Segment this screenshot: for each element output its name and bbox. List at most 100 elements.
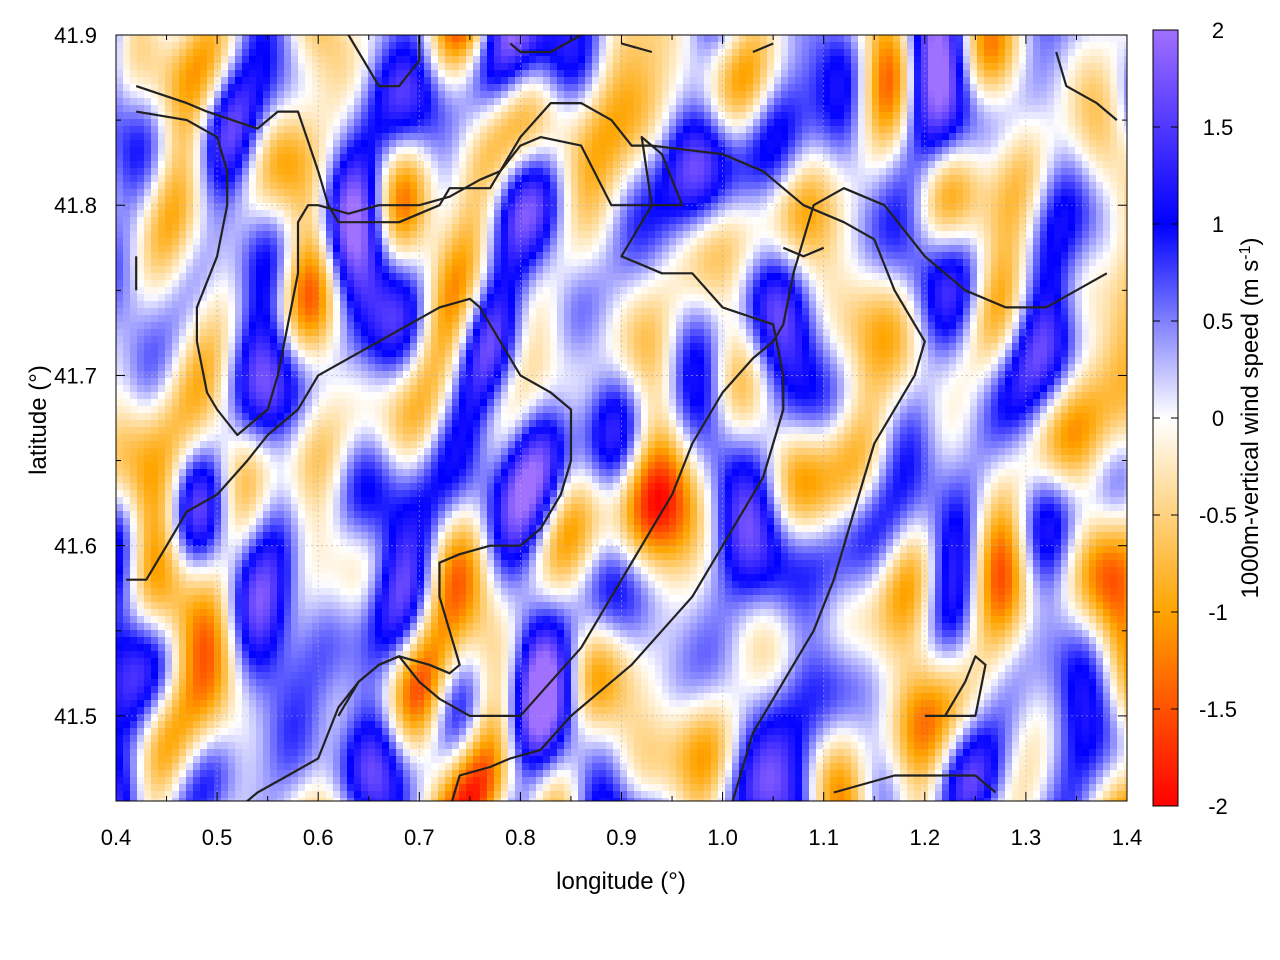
heatmap-cell: [116, 329, 124, 337]
heatmap-cell: [270, 560, 278, 568]
heatmap-cell: [144, 210, 152, 218]
heatmap-cell: [270, 735, 278, 743]
heatmap-cell: [179, 175, 187, 183]
heatmap-cell: [375, 637, 383, 645]
heatmap-cell: [123, 119, 131, 127]
heatmap-cell: [291, 63, 299, 71]
heatmap-cell: [277, 161, 285, 169]
heatmap-cell: [186, 161, 194, 169]
heatmap-cell: [193, 728, 201, 736]
heatmap-cell: [361, 294, 369, 302]
heatmap-cell: [270, 168, 278, 176]
heatmap-cell: [200, 763, 208, 771]
heatmap-cell: [333, 105, 341, 113]
heatmap-cell: [193, 518, 201, 526]
heatmap-cell: [396, 147, 404, 155]
heatmap-cell: [249, 588, 257, 596]
heatmap-cell: [347, 161, 355, 169]
heatmap-cell: [389, 504, 397, 512]
heatmap-cell: [193, 735, 201, 743]
heatmap-cell: [200, 546, 208, 554]
heatmap-cell: [347, 140, 355, 148]
heatmap-cell: [123, 399, 131, 407]
heatmap-cell: [319, 252, 327, 260]
heatmap-cell: [263, 427, 271, 435]
heatmap-cell: [249, 35, 257, 43]
heatmap-cell: [228, 560, 236, 568]
heatmap-cell: [207, 196, 215, 204]
heatmap-cell: [186, 42, 194, 50]
heatmap-cell: [326, 630, 334, 638]
heatmap-cell: [319, 546, 327, 554]
heatmap-cell: [263, 147, 271, 155]
heatmap-cell: [186, 630, 194, 638]
heatmap-cell: [214, 770, 222, 778]
heatmap-cell: [375, 532, 383, 540]
heatmap-cell: [186, 609, 194, 617]
heatmap-cell: [228, 770, 236, 778]
heatmap-cell: [340, 462, 348, 470]
heatmap-cell: [424, 469, 432, 477]
heatmap-cell: [305, 476, 313, 484]
heatmap-cell: [382, 385, 390, 393]
heatmap-cell: [410, 259, 418, 267]
heatmap-cell: [403, 378, 411, 386]
heatmap-cell: [200, 399, 208, 407]
heatmap-cell: [263, 336, 271, 344]
heatmap-cell: [368, 539, 376, 547]
heatmap-cell: [277, 77, 285, 85]
heatmap-cell: [312, 329, 320, 337]
heatmap-cell: [298, 343, 306, 351]
heatmap-cell: [333, 798, 341, 801]
heatmap-cell: [333, 70, 341, 78]
heatmap-cell: [361, 245, 369, 253]
heatmap-cell: [228, 672, 236, 680]
heatmap-cell: [424, 651, 432, 659]
heatmap-cell: [326, 238, 334, 246]
heatmap-cell: [312, 189, 320, 197]
heatmap-cell: [172, 749, 180, 757]
heatmap-cell: [417, 455, 425, 463]
heatmap-cell: [354, 511, 362, 519]
heatmap-cell: [382, 651, 390, 659]
heatmap-cell: [291, 280, 299, 288]
heatmap-cell: [361, 371, 369, 379]
heatmap-cell: [193, 483, 201, 491]
heatmap-cell: [193, 392, 201, 400]
heatmap-cell: [368, 693, 376, 701]
heatmap-cell: [291, 35, 299, 43]
heatmap-cell: [305, 427, 313, 435]
heatmap-cell: [144, 252, 152, 260]
heatmap-cell: [179, 147, 187, 155]
heatmap-cell: [298, 637, 306, 645]
heatmap-cell: [235, 413, 243, 421]
heatmap-cell: [403, 623, 411, 631]
heatmap-cell: [235, 196, 243, 204]
heatmap-cell: [340, 791, 348, 799]
heatmap-cell: [249, 245, 257, 253]
heatmap-cell: [151, 756, 159, 764]
heatmap-cell: [270, 399, 278, 407]
heatmap-cell: [151, 371, 159, 379]
heatmap-cell: [382, 714, 390, 722]
heatmap-cell: [417, 469, 425, 477]
heatmap-cell: [165, 700, 173, 708]
heatmap-cell: [361, 336, 369, 344]
heatmap-cell: [144, 756, 152, 764]
heatmap-cell: [235, 700, 243, 708]
heatmap-cell: [151, 511, 159, 519]
heatmap-cell: [417, 763, 425, 771]
heatmap-cell: [228, 497, 236, 505]
heatmap-cell: [305, 630, 313, 638]
heatmap-cell: [326, 175, 334, 183]
heatmap-cell: [375, 721, 383, 729]
heatmap-cell: [424, 252, 432, 260]
heatmap-cell: [340, 518, 348, 526]
heatmap-cell: [389, 658, 397, 666]
heatmap-cell: [319, 196, 327, 204]
heatmap-cell: [137, 294, 145, 302]
heatmap-cell: [228, 588, 236, 596]
heatmap-cell: [144, 462, 152, 470]
heatmap-cell: [186, 525, 194, 533]
heatmap-cell: [333, 392, 341, 400]
